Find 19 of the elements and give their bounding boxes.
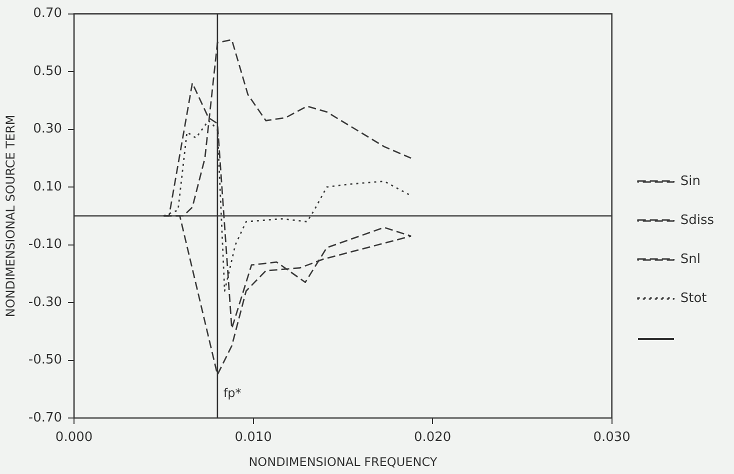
- x-tick-label: 0.030: [593, 430, 630, 446]
- y-tick-label: -0.70: [28, 410, 62, 426]
- y-tick-label: 0.50: [33, 64, 62, 79]
- y-axis-title: NONDIMENSIONAL SOURCE TERM: [3, 114, 18, 318]
- x-axis-title: NONDIMENSIONAL FREQUENCY: [248, 454, 438, 469]
- legend-label: Snl: [680, 252, 700, 267]
- y-tick-label: 0.70: [33, 6, 62, 22]
- ref-line-label: fp*: [223, 386, 242, 400]
- y-tick-label: -0.50: [28, 352, 62, 368]
- y-tick-label: 0.30: [33, 122, 62, 137]
- x-tick-label: 0.020: [414, 430, 452, 446]
- legend-label: Sdiss: [680, 212, 714, 228]
- x-tick-label: 0.000: [55, 430, 93, 446]
- x-tick-label: 0.010: [234, 430, 272, 446]
- y-tick-label: -0.30: [28, 294, 62, 310]
- y-tick-label: 0.10: [33, 179, 62, 194]
- y-tick-label: -0.10: [28, 237, 62, 252]
- legend-label: Sin: [680, 174, 700, 189]
- legend-label: Stot: [680, 290, 707, 306]
